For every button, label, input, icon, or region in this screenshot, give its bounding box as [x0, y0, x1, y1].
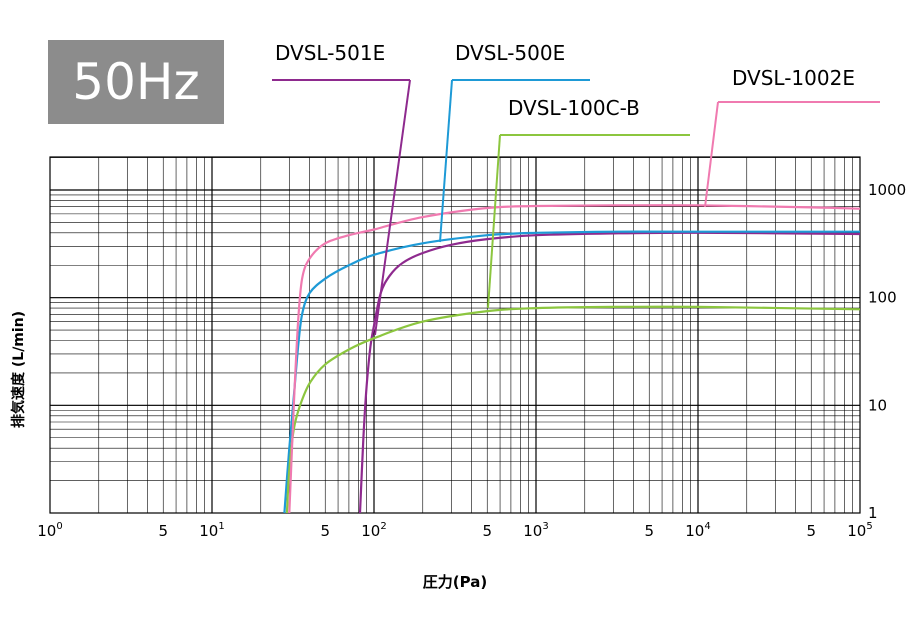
x-tick-label: 100 [37, 521, 62, 540]
y-tick-label: 1 [868, 504, 878, 522]
series-line-dvsl-100c-b [285, 305, 861, 514]
series-label: DVSL-501E [275, 41, 385, 65]
series-line-dvsl-500e [283, 230, 860, 514]
series-label: DVSL-500E [455, 41, 565, 65]
y-tick-label: 1000 [868, 181, 906, 199]
x-tick-label: 5 [644, 522, 654, 540]
x-tick-label: 105 [847, 521, 872, 540]
series-line-dvsl-1002e [288, 204, 861, 514]
series-line-dvsl-501e [358, 231, 861, 514]
x-tick-label: 102 [361, 521, 386, 540]
callout-leader [374, 79, 411, 336]
y-axis-label: 排気速度 (L/min) [11, 310, 27, 428]
series-lines [283, 204, 861, 514]
x-tick-label: 104 [685, 521, 710, 540]
frequency-badge: 50Hz [48, 40, 224, 124]
callout-leader [487, 134, 501, 309]
x-axis-label-wrap: 圧力(Pa) [0, 571, 920, 592]
x-tick-label: 101 [199, 521, 224, 540]
x-tick-label: 5 [806, 522, 816, 540]
x-tick-label: 5 [320, 522, 330, 540]
x-tick-label: 5 [158, 522, 168, 540]
legend-callouts: DVSL-501E DVSL-500E DVSL-100C-B DVSL-1002E [272, 41, 880, 336]
series-label: DVSL-100C-B [508, 96, 640, 120]
x-tick-label: 103 [523, 521, 548, 540]
y-tick-label: 10 [868, 396, 887, 414]
series-label: DVSL-1002E [732, 66, 855, 90]
plot-frame [49, 156, 861, 514]
x-tick-label: 5 [482, 522, 492, 540]
y-tick-labels: 1 10 100 1000 [868, 181, 906, 522]
x-axis-label: 圧力(Pa) [422, 573, 488, 591]
x-tick-labels: 100 5 101 5 102 5 103 5 104 5 105 [37, 521, 872, 540]
callout-leader [439, 79, 453, 243]
y-tick-label: 100 [868, 289, 897, 307]
callout-leader [704, 101, 719, 208]
grid [49, 156, 861, 514]
